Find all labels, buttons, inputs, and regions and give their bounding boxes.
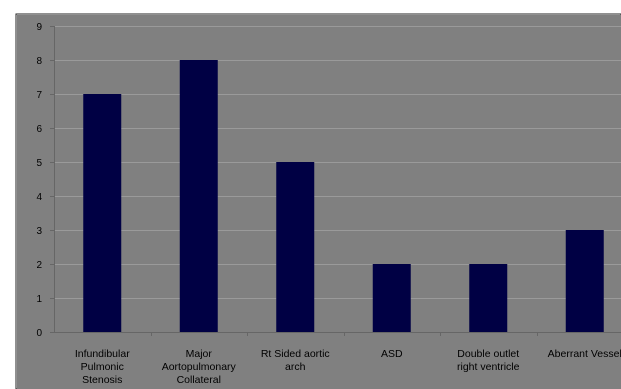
x-category-label-1-1: Aortopulmonary <box>162 361 237 373</box>
x-category-label-1-2: Collateral <box>177 374 221 386</box>
y-tick-label-5: 5 <box>36 158 42 169</box>
axes <box>50 26 621 336</box>
bar-5 <box>565 230 604 332</box>
bars <box>83 60 604 332</box>
x-category-label-4-0: Double outlet <box>457 348 519 360</box>
x-category-label-3-0: ASD <box>381 348 403 360</box>
x-category-label-5-0: Aberrant Vessel <box>548 348 621 360</box>
x-category-label-2-0: Rt Sided aortic <box>261 348 330 360</box>
x-category-label-1-0: Major <box>186 348 213 360</box>
bar-0 <box>83 94 122 332</box>
y-tick-label-1: 1 <box>36 294 42 305</box>
y-tick-label-8: 8 <box>36 56 42 67</box>
y-tick-label-7: 7 <box>36 90 42 101</box>
x-category-label-4-1: right ventricle <box>457 361 520 373</box>
y-tick-label-0: 0 <box>36 328 42 339</box>
x-category-label-0-2: Stenosis <box>82 374 122 386</box>
chart-border <box>15 13 621 389</box>
y-tick-label-6: 6 <box>36 124 42 135</box>
y-tick-label-3: 3 <box>36 226 42 237</box>
bar-3 <box>372 264 411 332</box>
y-tick-label-4: 4 <box>36 192 42 203</box>
bar-4 <box>469 264 508 332</box>
x-category-label-2-1: arch <box>285 361 306 373</box>
x-category-label-0-0: Infundibular <box>75 348 130 360</box>
y-tick-label-2: 2 <box>36 260 42 271</box>
gridlines <box>54 26 621 299</box>
x-category-label-0-1: Pulmonic <box>81 361 124 373</box>
bar-1 <box>179 60 218 332</box>
bar-2 <box>276 162 315 332</box>
y-tick-label-9: 9 <box>36 22 42 33</box>
